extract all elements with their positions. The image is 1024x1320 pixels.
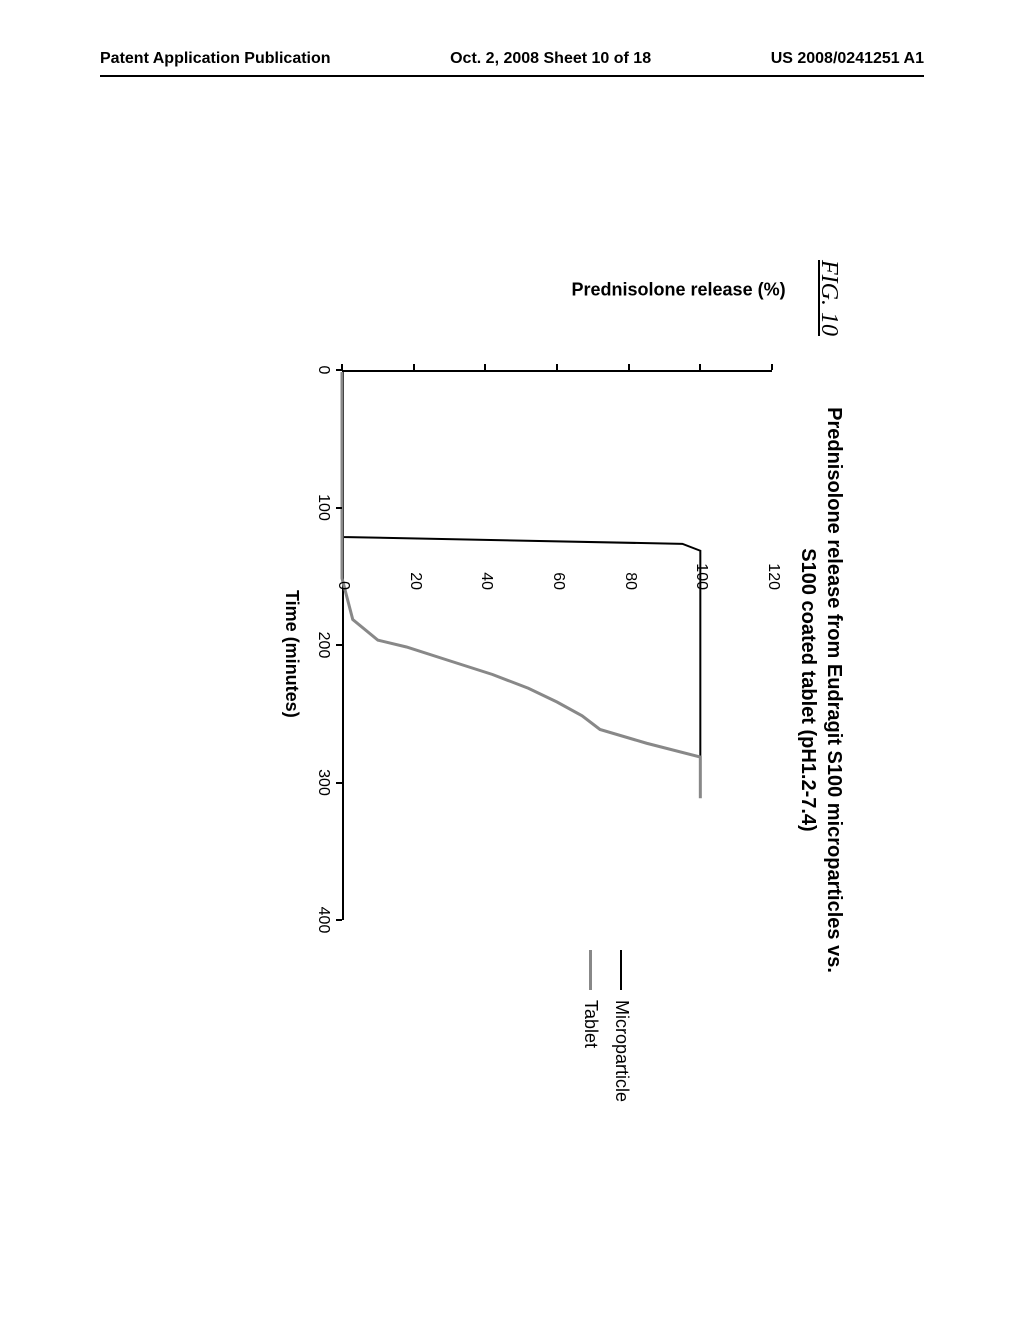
x-tick-mark <box>336 782 342 784</box>
header-right: US 2008/0241251 A1 <box>771 50 924 68</box>
y-tick-label: 40 <box>477 550 495 590</box>
header-center: Oct. 2, 2008 Sheet 10 of 18 <box>450 50 651 68</box>
chart-line-tablet <box>342 372 700 798</box>
chart-area <box>342 370 772 920</box>
y-tick-label: 100 <box>692 550 710 590</box>
y-tick-mark <box>699 364 701 370</box>
legend-label: Microparticle <box>611 1000 632 1102</box>
legend: Microparticle Tablet <box>570 950 632 1102</box>
figure-label: FIG. 10 <box>815 260 842 336</box>
y-axis-label: Prednisolone release (%) <box>572 280 786 301</box>
x-tick-mark <box>336 919 342 921</box>
x-tick-label: 0 <box>314 350 332 390</box>
x-tick-label: 200 <box>314 625 332 665</box>
y-tick-mark <box>484 364 486 370</box>
y-tick-mark <box>628 364 630 370</box>
x-tick-label: 400 <box>314 900 332 940</box>
legend-label: Tablet <box>580 1000 601 1048</box>
x-tick-mark <box>336 507 342 509</box>
x-tick-label: 300 <box>314 763 332 803</box>
header-divider <box>100 75 924 77</box>
figure-container: FIG. 10 Prednisolone release from Eudrag… <box>162 250 862 1150</box>
legend-item: Tablet <box>580 950 601 1102</box>
y-tick-label: 80 <box>621 550 639 590</box>
chart-title: Prednisolone release from Eudragit S100 … <box>795 390 847 990</box>
y-tick-mark <box>771 364 773 370</box>
x-tick-label: 100 <box>314 488 332 528</box>
x-tick-mark <box>336 369 342 371</box>
y-tick-mark <box>413 364 415 370</box>
x-tick-mark <box>336 644 342 646</box>
y-tick-label: 120 <box>764 550 782 590</box>
legend-item: Microparticle <box>611 950 632 1102</box>
y-tick-mark <box>556 364 558 370</box>
header-left: Patent Application Publication <box>100 50 331 68</box>
legend-line <box>621 950 623 990</box>
x-axis-label: Time (minutes) <box>281 590 302 718</box>
y-tick-label: 0 <box>334 550 352 590</box>
y-tick-label: 60 <box>549 550 567 590</box>
legend-line <box>589 950 592 990</box>
y-tick-label: 20 <box>406 550 424 590</box>
chart-svg <box>344 372 772 920</box>
chart-line-microparticle <box>342 372 700 785</box>
